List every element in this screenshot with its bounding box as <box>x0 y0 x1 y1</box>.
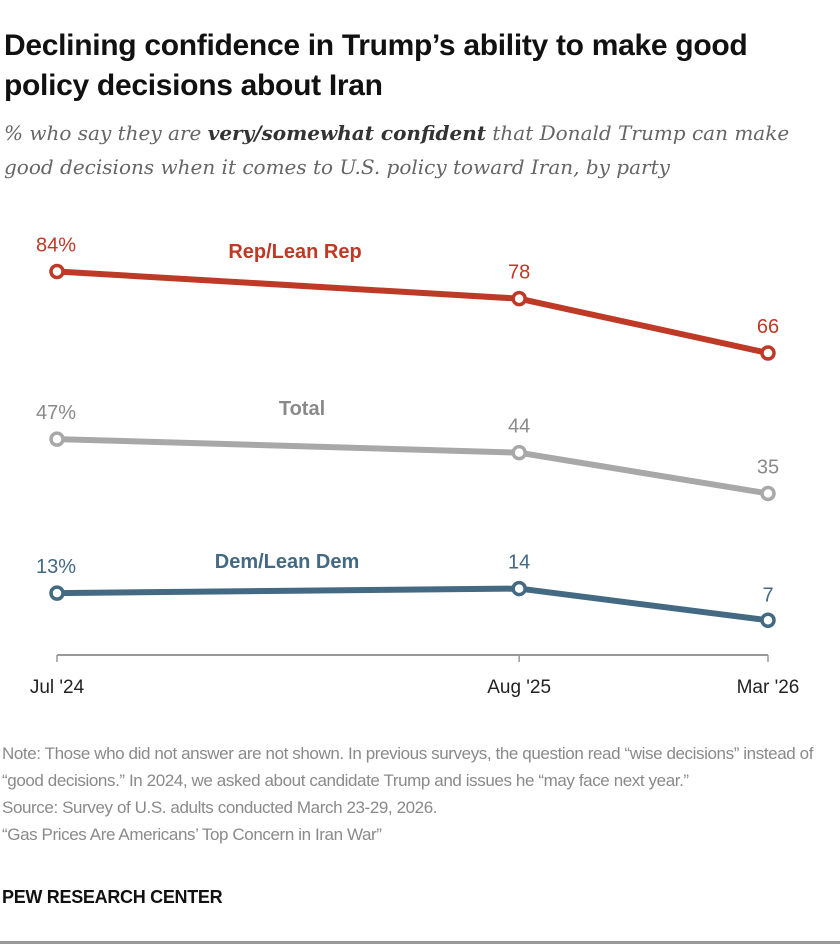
notes: Note: Those who did not answer are not s… <box>2 740 832 848</box>
x-tick-label: Mar '26 <box>737 677 800 698</box>
data-point <box>511 580 527 597</box>
subtitle-suffix: that Donald Trump can make good decision… <box>4 121 790 179</box>
source-text: Source: Survey of U.S. adults conducted … <box>2 798 438 817</box>
line-chart: Jul '24 Aug '25 Mar '26 84% 78 66 Rep/Lean Rep… <box>30 234 800 698</box>
data-point <box>49 431 65 447</box>
data-point <box>760 345 776 361</box>
data-point <box>760 485 776 502</box>
subtitle-prefix: % who say they are <box>4 121 208 145</box>
chart-subtitle: % who say they are very/somewhat confide… <box>4 116 834 184</box>
chart-title: Declining confidence in Trump’s ability … <box>4 29 748 102</box>
data-point <box>760 612 776 629</box>
series-label: Dem/Lean Dem <box>215 551 360 573</box>
series-label: Rep/Lean Rep <box>228 241 361 263</box>
series-line-2 <box>56 585 769 624</box>
data-label: 7 <box>762 584 773 606</box>
bottom-rule <box>0 941 840 944</box>
note-text: Note: Those who did not answer are not s… <box>2 744 814 790</box>
subtitle-emphasis: very/somewhat confident <box>207 121 487 145</box>
data-label: 13% <box>36 556 76 578</box>
data-label: 66 <box>757 316 779 338</box>
x-tick-label: Aug '25 <box>487 677 551 698</box>
report-title: “Gas Prices Are Americans’ Top Concern i… <box>2 825 382 844</box>
data-label: 44 <box>508 416 530 438</box>
data-label: 14 <box>508 552 530 574</box>
series-line-1 <box>56 436 769 497</box>
data-point <box>511 444 527 461</box>
x-tick-label: Jul '24 <box>30 677 85 698</box>
data-label: 47% <box>36 402 76 424</box>
data-label: 84% <box>36 234 76 256</box>
data-point <box>49 263 65 280</box>
data-label: 35 <box>757 456 779 478</box>
data-point <box>511 290 527 307</box>
series-line-0 <box>56 268 769 356</box>
series-label: Total <box>279 398 325 420</box>
data-point <box>49 585 65 601</box>
data-label: 78 <box>508 262 530 284</box>
brand-logo: PEW RESEARCH CENTER <box>2 887 223 907</box>
